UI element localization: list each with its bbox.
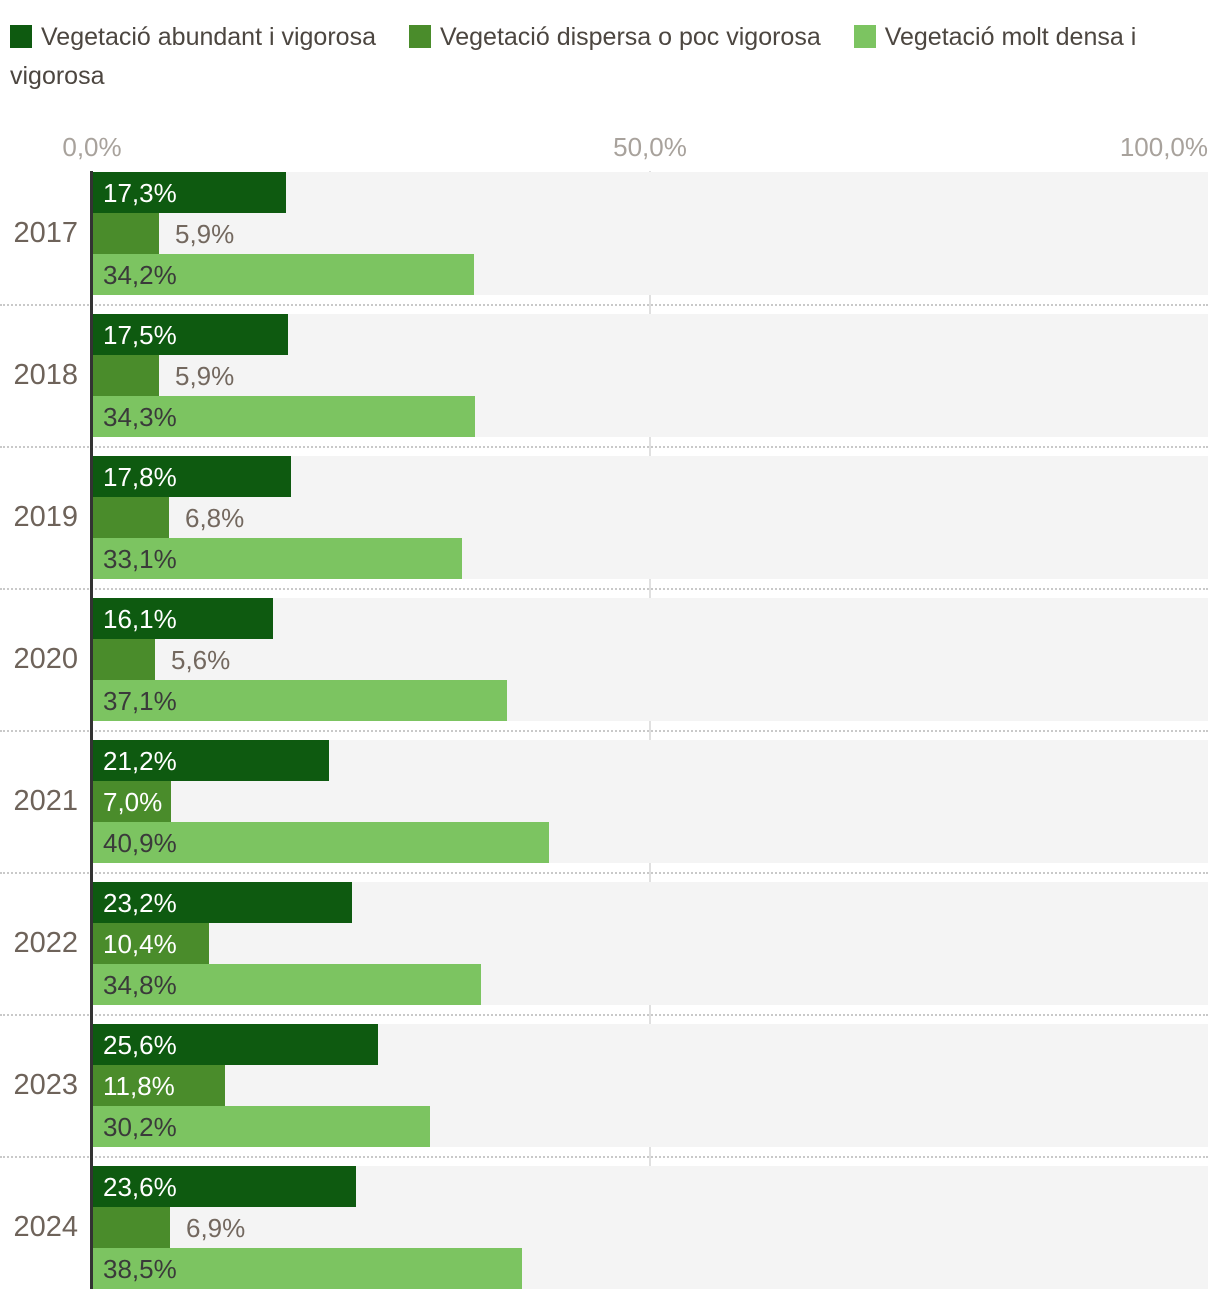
bar-2024-series-0[interactable] [93,1166,356,1207]
bar-2018-series-2[interactable] [93,396,475,437]
x-axis-tick-50: 50,0% [613,132,687,162]
legend-item-dispersa: Vegetació dispersa o poc vigorosa [408,23,821,51]
bar-2017-series-2[interactable] [93,254,474,295]
bar-value-label-2024-series-0: 23,6% [103,1172,177,1202]
legend-swatch-light-green-icon [853,25,876,48]
year-label-2023: 2023 [13,1069,78,1101]
chart-legend: Vegetació abundant i vigorosa Vegetació … [10,18,1170,96]
bar-2018-series-0[interactable] [93,314,288,355]
legend-label: Vegetació molt densa i vigorosa [10,23,1137,90]
group-separator [0,304,1208,306]
bar-2023-series-2[interactable] [93,1106,430,1147]
bar-value-label-2018-series-0: 17,5% [103,320,177,350]
bar-2023-series-1[interactable] [93,1065,225,1106]
group-separator [0,446,1208,448]
bar-value-label-2017-series-1: 5,9% [175,219,235,249]
bar-2020-series-1[interactable] [93,639,155,680]
bar-2019-series-1[interactable] [93,497,169,538]
bar-2021-series-0[interactable] [93,740,329,781]
bar-value-label-2023-series-1: 11,8% [103,1071,175,1101]
bar-2021-series-1[interactable] [93,781,171,822]
legend-item-abundant: Vegetació abundant i vigorosa [10,23,376,51]
group-separator [0,730,1208,732]
bar-2019-series-2[interactable] [93,538,462,579]
bar-2024-series-2[interactable] [93,1248,522,1289]
year-label-2022: 2022 [13,927,78,959]
bar-2023-series-0[interactable] [93,1024,378,1065]
bar-value-label-2022-series-2: 34,8% [103,970,177,1000]
year-label-2020: 2020 [13,643,78,675]
year-label-2021: 2021 [13,785,78,817]
bar-value-label-2021-series-2: 40,9% [103,828,177,858]
bar-2022-series-0[interactable] [93,882,352,923]
bar-2024-series-1[interactable] [93,1207,170,1248]
legend-swatch-dark-green-icon [10,25,32,48]
group-separator [0,1156,1208,1158]
group-separator [0,588,1208,590]
bar-2022-series-1[interactable] [93,923,209,964]
bar-value-label-2017-series-2: 34,2% [103,260,177,290]
legend-item-molt-densa: Vegetació molt densa i vigorosa [10,23,1136,90]
y-axis-line [90,171,93,1289]
bar-value-label-2019-series-2: 33,1% [103,544,177,574]
bar-value-label-2024-series-2: 38,5% [103,1254,177,1284]
bar-2020-series-0[interactable] [93,598,273,639]
year-label-2024: 2024 [13,1211,78,1243]
year-label-2018: 2018 [13,359,78,391]
group-separator [0,1014,1208,1016]
legend-swatch-medium-green-icon [408,25,431,48]
group-separator [0,872,1208,874]
bar-value-label-2020-series-0: 16,1% [103,604,177,634]
bar-value-label-2018-series-2: 34,3% [103,402,177,432]
legend-label: Vegetació dispersa o poc vigorosa [439,23,821,51]
bar-value-label-2018-series-1: 5,9% [175,361,235,391]
bar-value-label-2020-series-1: 5,6% [171,645,231,675]
bar-2021-series-2[interactable] [93,822,549,863]
bar-2017-series-1[interactable] [93,213,159,254]
x-axis-tick-100: 100,0% [1119,132,1208,162]
bar-value-label-2024-series-1: 6,9% [186,1213,246,1243]
bar-value-label-2023-series-2: 30,2% [103,1112,177,1142]
bar-2020-series-2[interactable] [93,680,507,721]
bar-2022-series-2[interactable] [93,964,481,1005]
bar-value-label-2020-series-2: 37,1% [103,686,177,716]
year-label-2017: 2017 [13,217,78,249]
bar-value-label-2021-series-1: 7,0% [103,787,163,817]
bar-value-label-2023-series-0: 25,6% [103,1030,177,1060]
x-axis: 0,0% 50,0% 100,0% [0,132,1220,164]
bar-2017-series-0[interactable] [93,172,286,213]
bar-value-label-2017-series-0: 17,3% [103,178,177,208]
bar-value-label-2022-series-0: 23,2% [103,888,177,918]
bar-value-label-2019-series-1: 6,8% [185,503,245,533]
bar-value-label-2022-series-1: 10,4% [103,929,177,959]
bar-value-label-2021-series-0: 21,2% [103,746,177,776]
year-label-2019: 2019 [13,501,78,533]
legend-label: Vegetació abundant i vigorosa [41,23,376,51]
bar-2019-series-0[interactable] [93,456,291,497]
bar-value-label-2019-series-0: 17,8% [103,462,177,492]
x-axis-tick-0: 0,0% [62,132,122,162]
bar-2018-series-1[interactable] [93,355,159,396]
